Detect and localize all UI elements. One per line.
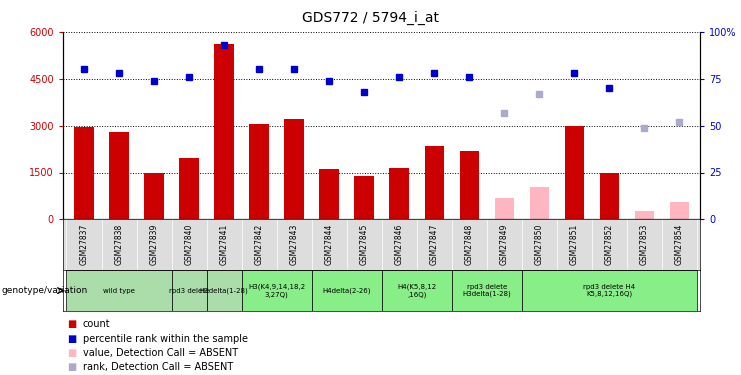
Text: GSM27839: GSM27839: [150, 224, 159, 266]
Text: GSM27840: GSM27840: [185, 224, 193, 266]
Text: wild type: wild type: [103, 288, 135, 294]
Text: GSM27837: GSM27837: [79, 224, 88, 266]
Text: GSM27846: GSM27846: [395, 224, 404, 266]
Text: H4(K5,8,12
,16Q): H4(K5,8,12 ,16Q): [397, 284, 436, 298]
Bar: [242, 270, 311, 311]
Text: rpd3 delete
H3delta(1-28): rpd3 delete H3delta(1-28): [462, 284, 511, 297]
Text: ■: ■: [67, 334, 76, 344]
Text: GSM27850: GSM27850: [535, 224, 544, 266]
Bar: [319, 170, 339, 219]
Bar: [311, 270, 382, 311]
Text: value, Detection Call = ABSENT: value, Detection Call = ABSENT: [83, 348, 238, 358]
Text: ■: ■: [67, 348, 76, 358]
Bar: [425, 146, 444, 219]
Text: GDS772 / 5794_i_at: GDS772 / 5794_i_at: [302, 11, 439, 26]
Bar: [599, 172, 619, 219]
Bar: [285, 119, 304, 219]
Text: GSM27851: GSM27851: [570, 224, 579, 266]
Bar: [354, 176, 373, 219]
Text: ■: ■: [67, 320, 76, 329]
Bar: [214, 44, 233, 219]
Text: GSM27847: GSM27847: [430, 224, 439, 266]
Bar: [565, 126, 584, 219]
Text: GSM27852: GSM27852: [605, 224, 614, 266]
Text: GSM27843: GSM27843: [290, 224, 299, 266]
Bar: [452, 270, 522, 311]
Text: count: count: [83, 320, 110, 329]
Bar: [74, 127, 93, 219]
Text: GSM27844: GSM27844: [325, 224, 333, 266]
Text: GSM27841: GSM27841: [219, 224, 228, 266]
Bar: [179, 158, 199, 219]
Text: genotype/variation: genotype/variation: [1, 286, 87, 295]
Bar: [171, 270, 207, 311]
Text: H4delta(2-26): H4delta(2-26): [322, 287, 370, 294]
Text: GSM27838: GSM27838: [115, 224, 124, 266]
Text: rpd3 delete: rpd3 delete: [169, 288, 209, 294]
Bar: [459, 151, 479, 219]
Text: GSM27849: GSM27849: [499, 224, 508, 266]
Bar: [390, 168, 409, 219]
Bar: [670, 202, 689, 219]
Text: H3(K4,9,14,18,2
3,27Q): H3(K4,9,14,18,2 3,27Q): [248, 284, 305, 298]
Bar: [382, 270, 452, 311]
Text: rpd3 delete H4
K5,8,12,16Q): rpd3 delete H4 K5,8,12,16Q): [583, 284, 635, 297]
Bar: [250, 124, 269, 219]
Bar: [522, 270, 697, 311]
Bar: [634, 211, 654, 219]
Bar: [144, 172, 164, 219]
Text: percentile rank within the sample: percentile rank within the sample: [83, 334, 248, 344]
Text: GSM27842: GSM27842: [255, 224, 264, 266]
Text: GSM27848: GSM27848: [465, 224, 473, 266]
Text: ■: ■: [67, 362, 76, 372]
Text: GSM27854: GSM27854: [675, 224, 684, 266]
Bar: [494, 198, 514, 219]
Text: H3delta(1-28): H3delta(1-28): [199, 287, 248, 294]
Text: GSM27845: GSM27845: [359, 224, 368, 266]
Bar: [530, 187, 549, 219]
Bar: [207, 270, 242, 311]
Text: rank, Detection Call = ABSENT: rank, Detection Call = ABSENT: [83, 362, 233, 372]
Bar: [110, 132, 129, 219]
Text: GSM27853: GSM27853: [639, 224, 648, 266]
Bar: [67, 270, 171, 311]
